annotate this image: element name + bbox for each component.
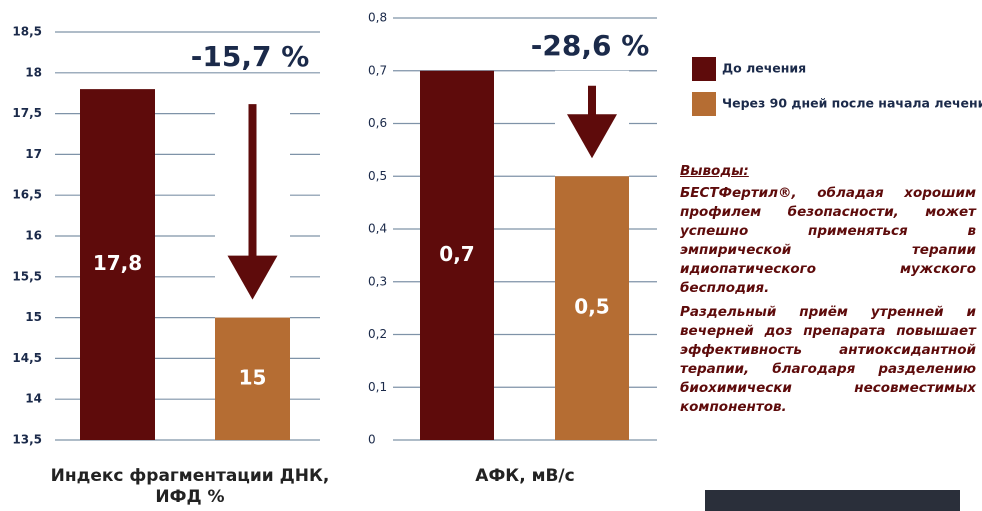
y-tick-label: 16,5 (12, 188, 42, 202)
annotation: -15,7 % (191, 40, 310, 73)
y-tick-label: 18 (25, 65, 42, 79)
value-label: 15 (239, 365, 267, 389)
paragraph: БЕСТФертил®, обладая хорошим профилем бе… (680, 184, 976, 298)
annotation: -28,6 % (531, 29, 650, 62)
legend-label: Через 90 дней после начала лечения (722, 96, 982, 111)
conclusions-title: Выводы: (680, 162, 976, 181)
y-tick-label: 14 (25, 392, 42, 406)
y-tick-label: 0 (368, 433, 376, 447)
y-tick-label: 0,1 (368, 380, 387, 394)
x-axis-label: АФК, мВ/с (380, 466, 670, 487)
y-tick-label: 0,2 (368, 327, 387, 341)
legend-swatch (692, 92, 716, 116)
y-tick-label: 0,5 (368, 169, 387, 183)
y-tick-label: 15 (25, 310, 42, 324)
y-tick-label: 16 (25, 229, 42, 243)
page: 13,5 14 14,5 15 15,5 16 16,5 17 17,5 18 18,5 17,8 15… (0, 0, 982, 511)
y-tick-label: 15,5 (12, 269, 42, 283)
conclusions: Выводы: БЕСТФертил®, обладая хорошим про… (680, 162, 976, 422)
y-tick-label: 0,4 (368, 222, 387, 236)
value-label: 17,8 (93, 251, 142, 275)
y-tick-label: 14,5 (12, 351, 42, 365)
legend-label: До лечения (722, 61, 806, 76)
legend-swatch (692, 57, 716, 81)
y-tick-label: 17 (25, 147, 42, 161)
y-tick-label: 18,5 (12, 25, 42, 39)
value-label: 0,7 (439, 242, 474, 266)
y-tick-label: 0,8 (368, 11, 387, 25)
y-tick-label: 0,7 (368, 63, 387, 77)
y-tick-label: 0,6 (368, 116, 387, 130)
paragraph: Раздельный приём утренней и вечерней доз… (680, 303, 976, 417)
y-tick-label: 0,3 (368, 274, 387, 288)
y-tick-label: 17,5 (12, 106, 42, 120)
x-axis-label: Индекс фрагментации ДНК, ИФД % (40, 466, 340, 508)
y-tick-label: 13,5 (12, 433, 42, 447)
value-label: 0,5 (574, 295, 609, 319)
product-box (705, 490, 960, 511)
